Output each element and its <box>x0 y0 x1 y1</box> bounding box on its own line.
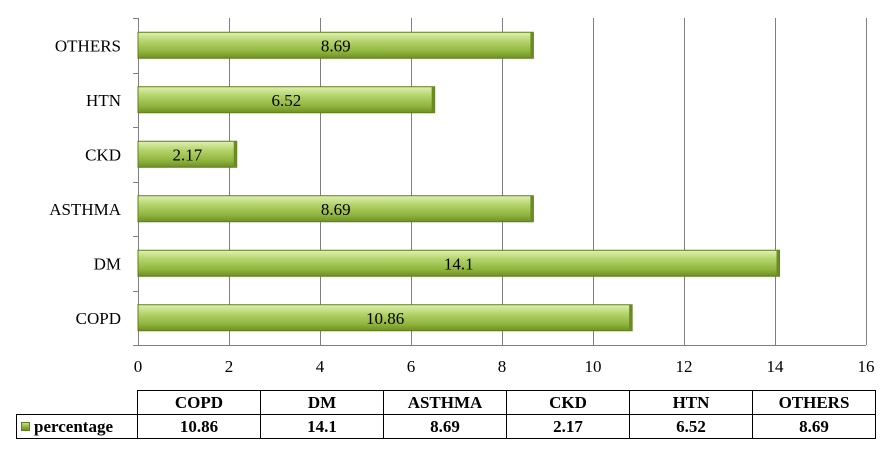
table-header-cell: HTN <box>629 390 753 415</box>
data-label: 10.86 <box>366 309 404 328</box>
x-tick-label: 8 <box>498 357 507 376</box>
x-tick-label: 10 <box>585 357 602 376</box>
data-label: 8.69 <box>321 36 351 55</box>
table-header-row: COPD DM ASTHMA CKD HTN OTHERS <box>16 390 876 415</box>
legend-label: percentage <box>34 416 113 436</box>
bars <box>137 31 781 332</box>
table-corner <box>16 390 138 415</box>
bar-end-cap <box>431 86 435 113</box>
bar-chart: 0 2 4 6 8 10 12 14 16 10.86 COPD 14.1 DM 8.69 ASTHMA 2.… <box>49 18 875 376</box>
category-label: HTN <box>86 91 121 110</box>
x-tick-label: 4 <box>316 357 325 376</box>
x-tick-label: 0 <box>134 357 143 376</box>
table-value-cell: 8.69 <box>752 414 876 439</box>
table-value-cell: 14.1 <box>260 414 384 439</box>
data-label: 8.69 <box>321 200 351 219</box>
x-tick-label: 16 <box>858 357 875 376</box>
table-header-cell: OTHERS <box>752 390 876 415</box>
data-label: 2.17 <box>172 145 202 164</box>
bar-end-cap <box>233 141 237 168</box>
category-label: ASTHMA <box>49 200 122 219</box>
table-value-cell: 10.86 <box>137 414 261 439</box>
table-value-cell: 8.69 <box>383 414 507 439</box>
bar-end-cap <box>629 304 633 331</box>
category-label: COPD <box>76 309 121 328</box>
table-header-cell: COPD <box>137 390 261 415</box>
table-header-cell: ASTHMA <box>383 390 507 415</box>
bar <box>137 249 781 277</box>
category-label: OTHERS <box>55 36 121 55</box>
gridlines <box>133 18 867 346</box>
bar <box>137 31 534 59</box>
bar-end-cap <box>530 32 534 59</box>
category-label: DM <box>94 254 121 273</box>
bar-end-cap <box>776 250 780 277</box>
table-header-cell: CKD <box>506 390 630 415</box>
bar-end-cap <box>530 195 534 222</box>
category-label: CKD <box>85 145 121 164</box>
legend-entry: percentage <box>16 414 138 439</box>
x-tick-label: 2 <box>225 357 234 376</box>
table-header-cell: DM <box>260 390 384 415</box>
x-tick-label: 6 <box>407 357 416 376</box>
bar <box>137 140 238 168</box>
x-tick-label: 14 <box>767 357 785 376</box>
table-row: percentage 10.86 14.1 8.69 2.17 6.52 8.6… <box>16 414 876 439</box>
labels: 0 2 4 6 8 10 12 14 16 10.86 COPD 14.1 DM 8.69 ASTHMA 2.… <box>49 36 874 376</box>
legend-swatch-icon <box>21 422 30 432</box>
table-value-cell: 6.52 <box>629 414 753 439</box>
table-value-cell: 2.17 <box>506 414 630 439</box>
data-label: 6.52 <box>271 91 301 110</box>
x-tick-label: 12 <box>676 357 693 376</box>
data-label: 14.1 <box>444 254 474 273</box>
data-table: COPD DM ASTHMA CKD HTN OTHERS percentage… <box>16 390 876 439</box>
